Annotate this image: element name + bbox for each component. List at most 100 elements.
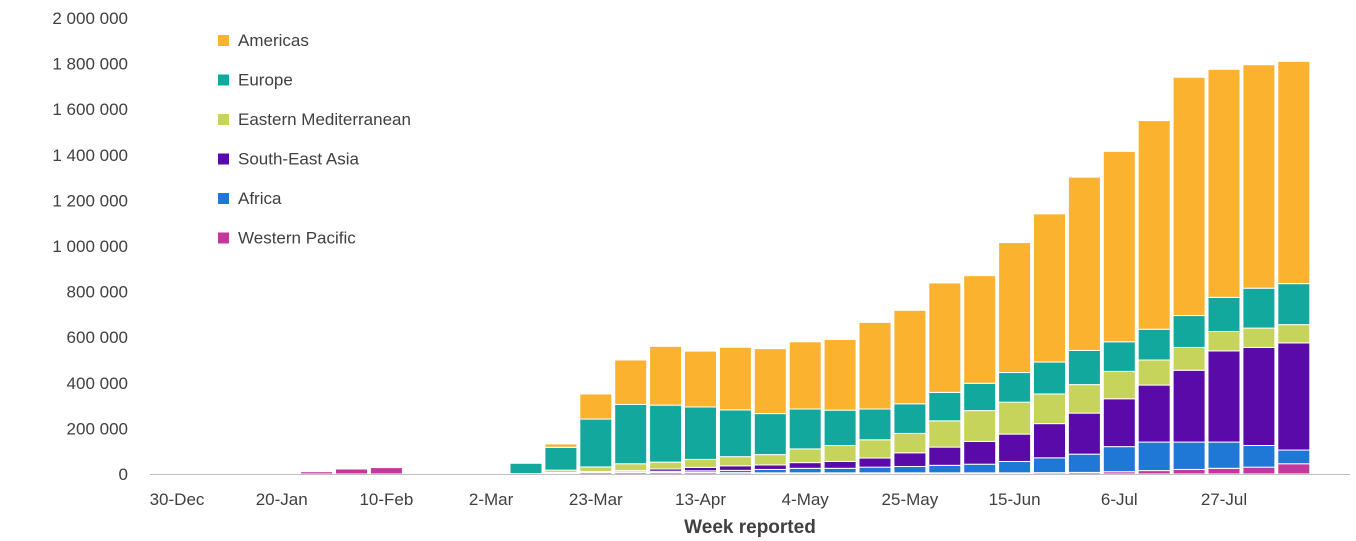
bar-segment-africa [893, 465, 927, 474]
bar-segment-americas [579, 393, 613, 420]
bar-segment-africa [1172, 441, 1206, 470]
bar-segment-americas [963, 275, 997, 384]
bar-segment-africa [1242, 445, 1276, 468]
x-tick-label: 13-Apr [675, 490, 726, 509]
bar-segment-europe [823, 409, 857, 447]
bar-segment-eastern-mediterranean [1172, 346, 1206, 371]
bar-segment-south-east-asia [1277, 342, 1311, 451]
bar-segment-americas [1277, 60, 1311, 285]
bar-segment-europe [684, 406, 717, 460]
bar-segment-africa [928, 464, 962, 474]
bar-segment-south-east-asia [1067, 412, 1101, 455]
bar-segment-eastern-mediterranean [1242, 327, 1276, 348]
legend: Americas Europe Eastern Mediterranean South… [218, 31, 411, 248]
bar-segment-eastern-mediterranean [823, 445, 857, 462]
bar-segment-south-east-asia [858, 457, 892, 468]
bar-segment-europe [963, 382, 997, 412]
bar-segment-africa [753, 468, 787, 474]
legend-label: South-East Asia [238, 150, 360, 169]
bar-segment-eastern-mediterranean [1137, 359, 1171, 386]
bar-segment-africa [788, 467, 822, 474]
legend-label: Eastern Mediterranean [238, 110, 411, 129]
x-tick-label: 15-Jun [989, 490, 1041, 509]
x-axis: 30-Dec 20-Jan 10-Feb 2-Mar 23-Mar 13-Apr 4-May… [150, 474, 1350, 509]
bar-segment-south-east-asia [1102, 398, 1136, 448]
bar-segment-eastern-mediterranean [579, 466, 613, 472]
bar-segment-africa [1102, 446, 1136, 473]
bar-segment-eastern-mediterranean [998, 401, 1032, 435]
x-tick-label: 23-Mar [569, 490, 623, 509]
bar-segment-eastern-mediterranean [1033, 393, 1066, 425]
bar-segment-africa [1033, 457, 1066, 474]
bar-segment-europe [614, 403, 648, 465]
legend-swatch [218, 153, 229, 165]
bar-segment-americas [614, 359, 648, 405]
bar-segment-eastern-mediterranean [788, 448, 822, 464]
bar-segment-europe [788, 408, 822, 450]
y-tick-label: 800 000 [67, 283, 128, 302]
bar-segment-europe [893, 403, 927, 434]
bar-segment-europe [579, 418, 613, 468]
x-tick-label: 27-Jul [1201, 490, 1247, 509]
bar-segment-europe [1207, 296, 1241, 332]
y-tick-label: 1 200 000 [52, 191, 128, 210]
bar-segment-eastern-mediterranean [1277, 324, 1311, 344]
bar-segment-south-east-asia [998, 433, 1032, 462]
legend-swatch [218, 232, 229, 244]
x-axis-title: Week reported [684, 517, 816, 538]
x-tick-label: 4-May [782, 490, 830, 509]
bar-segment-americas [684, 350, 717, 408]
bar-segment-western-pacific [1242, 466, 1276, 475]
bar-segment-europe [998, 372, 1032, 403]
bar-segment-europe [1242, 287, 1276, 329]
y-tick-label: 600 000 [67, 328, 128, 347]
x-tick-label: 25-May [882, 490, 939, 509]
bar-segment-europe [649, 404, 683, 463]
legend-label: Americas [238, 31, 309, 50]
bar-segment-europe [1137, 328, 1171, 361]
bar-segment-south-east-asia [1242, 346, 1276, 446]
x-tick-label: 2-Mar [469, 490, 514, 509]
bar-segment-western-pacific [300, 471, 334, 475]
bar-segment-africa [963, 463, 997, 474]
bar-segment-western-pacific [1277, 463, 1311, 475]
legend-swatch [218, 74, 229, 86]
bar-segment-south-east-asia [963, 440, 997, 465]
bar-segment-americas [718, 346, 752, 411]
bar-segment-africa [823, 467, 857, 474]
bars [300, 60, 1311, 475]
y-axis: 0 200 000 400 000 600 000 800 000 1 000 000 1 … [52, 9, 128, 484]
bar-segment-eastern-mediterranean [928, 420, 962, 448]
bar-segment-americas [1067, 176, 1101, 351]
bar-segment-americas [823, 338, 857, 411]
bar-segment-south-east-asia [823, 460, 857, 469]
bar-segment-americas [998, 242, 1032, 374]
bar-segment-americas [1033, 213, 1066, 363]
bar-segment-south-east-asia [684, 466, 717, 472]
bar-segment-europe [1102, 341, 1136, 372]
x-tick-label: 30-Dec [150, 490, 205, 509]
legend-swatch [218, 193, 229, 204]
bar-segment-africa [1067, 453, 1101, 473]
y-tick-label: 2 000 000 [52, 9, 128, 28]
bar-segment-western-pacific [369, 467, 403, 475]
legend-label: Africa [238, 189, 282, 208]
legend-label: Europe [238, 71, 293, 90]
bar-segment-americas [1102, 150, 1136, 343]
y-tick-label: 400 000 [67, 374, 128, 393]
x-tick-label: 10-Feb [359, 490, 413, 509]
legend-swatch [218, 114, 229, 125]
bar-segment-africa [1207, 441, 1241, 469]
bar-segment-europe [1033, 361, 1066, 395]
bar-segment-south-east-asia [1172, 369, 1206, 443]
bar-segment-americas [1172, 76, 1206, 317]
bar-segment-europe [718, 409, 752, 458]
bar-segment-eastern-mediterranean [649, 461, 683, 470]
bar-segment-americas [544, 443, 578, 448]
y-tick-label: 200 000 [67, 419, 128, 438]
bar-segment-eastern-mediterranean [963, 410, 997, 442]
y-tick-label: 0 [119, 465, 128, 484]
bar-segment-eastern-mediterranean [718, 456, 752, 467]
y-tick-label: 1 800 000 [52, 55, 128, 74]
bar-segment-europe [753, 413, 787, 456]
